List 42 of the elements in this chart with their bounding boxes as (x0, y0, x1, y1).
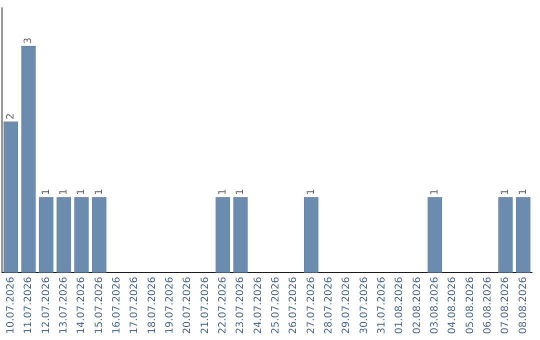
x-tick-label: 04.08.2026 (447, 276, 458, 334)
x-tick-label: 05.08.2026 (464, 276, 476, 334)
x-tick-label: 21.07.2026 (200, 276, 211, 334)
x-tick-label: 25.07.2026 (270, 276, 282, 334)
x-tick-label: 29.07.2026 (341, 276, 352, 334)
x-tick-label: 30.07.2026 (358, 276, 370, 334)
x-tick-label: 14.07.2026 (76, 276, 88, 334)
data-label: 1 (40, 188, 52, 196)
x-tick-label: 27.07.2026 (306, 276, 317, 334)
data-label: 3 (23, 37, 34, 44)
x-tick-label: 17.07.2026 (129, 276, 140, 334)
x-tick-label: 08.08.2026 (518, 276, 529, 334)
x-tick-label: 24.07.2026 (252, 276, 264, 334)
x-tick-label: 31.07.2026 (376, 276, 388, 334)
x-tick-label: 18.07.2026 (146, 276, 158, 334)
x-tick-label: 02.08.2026 (412, 276, 423, 334)
data-label: 1 (429, 188, 440, 196)
data-label: 1 (76, 188, 88, 196)
x-tick-label: 16.07.2026 (111, 276, 122, 334)
x-tick-label: 23.07.2026 (235, 276, 246, 334)
data-label: 1 (94, 188, 105, 196)
x-tick-label: 11.07.2026 (23, 276, 34, 334)
data-label: 2 (5, 113, 16, 120)
x-tick-label: 07.08.2026 (500, 276, 512, 334)
x-tick-label: 13.07.2026 (58, 276, 70, 334)
x-tick-label: 12.07.2026 (40, 276, 52, 334)
data-label: 1 (217, 188, 228, 196)
x-tick-label: 10.07.2026 (5, 276, 16, 334)
x-tick-label: 22.07.2026 (217, 276, 228, 334)
x-tick-label: 19.07.2026 (164, 276, 176, 334)
data-label: 1 (500, 188, 512, 196)
data-label: 1 (235, 188, 246, 196)
x-tick-label: 03.08.2026 (429, 276, 440, 334)
x-tick-label: 15.07.2026 (94, 276, 105, 334)
data-label: 1 (58, 188, 70, 196)
data-label: 1 (518, 188, 529, 196)
x-tick-label: 26.07.2026 (288, 276, 300, 334)
data-label: 1 (306, 188, 317, 196)
x-tick-label: 20.07.2026 (182, 276, 194, 334)
x-tick-label: 28.07.2026 (323, 276, 334, 334)
x-tick-label: 06.08.2026 (482, 276, 494, 334)
x-tick-label: 01.08.2026 (394, 276, 406, 334)
